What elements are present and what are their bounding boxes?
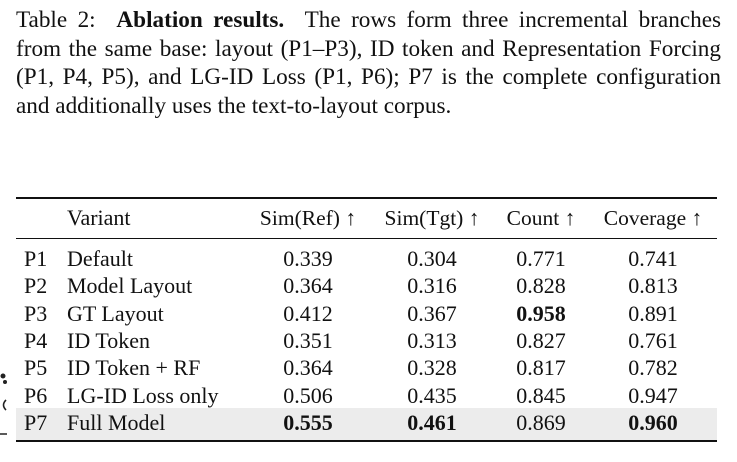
header-count: Count ↑	[506, 206, 576, 230]
cell-sim-tgt: 0.328	[407, 355, 457, 381]
cell-count: 0.958	[516, 300, 566, 326]
cell-id: P3	[24, 300, 48, 326]
cell-sim-ref: 0.364	[283, 355, 333, 381]
cell-variant: ID Token + RF	[67, 355, 201, 381]
table-bottom-rule	[16, 440, 717, 442]
cell-sim-tgt: 0.316	[407, 273, 457, 299]
cell-sim-ref: 0.351	[283, 327, 333, 353]
cell-count: 0.827	[516, 327, 566, 353]
cell-sim-ref: 0.364	[283, 273, 333, 299]
header-coverage: Coverage ↑	[603, 206, 703, 230]
cell-count: 0.817	[516, 355, 566, 381]
table-title: Ablation results.	[116, 7, 285, 33]
cell-id: P2	[24, 273, 48, 299]
header-sim-ref: Sim(Ref) ↑	[259, 206, 357, 230]
cell-count: 0.869	[516, 409, 566, 435]
cell-sim-tgt: 0.313	[407, 327, 457, 353]
cell-count: 0.771	[516, 246, 566, 271]
cell-sim-ref: 0.555	[283, 409, 333, 435]
cell-sim-ref: 0.412	[283, 300, 333, 326]
cell-variant: ID Token	[67, 327, 150, 353]
cell-coverage: 0.947	[628, 382, 678, 408]
cell-sim-tgt: 0.367	[407, 300, 457, 326]
cell-coverage: 0.891	[628, 300, 678, 326]
cell-variant: Model Layout	[67, 273, 193, 299]
caption-text: The rows form three incremental branches…	[16, 7, 722, 119]
cell-coverage: 0.960	[628, 409, 678, 435]
cell-sim-tgt: 0.435	[407, 382, 457, 408]
cell-variant: Full Model	[67, 409, 166, 435]
cell-id: P5	[24, 355, 48, 381]
table-top-rule	[16, 197, 717, 199]
cell-sim-ref: 0.339	[283, 246, 333, 271]
header-sim-tgt: Sim(Tgt) ↑	[384, 206, 480, 230]
header-variant: Variant	[67, 205, 131, 230]
cell-count: 0.845	[516, 382, 566, 408]
table-header-rule	[16, 238, 717, 239]
cell-variant: LG-ID Loss only	[67, 382, 219, 408]
cell-id: P4	[24, 327, 48, 353]
cell-coverage: 0.782	[628, 355, 678, 381]
cropped-edge-marks	[0, 373, 7, 435]
cell-variant: Default	[67, 246, 133, 271]
cell-id: P1	[24, 246, 48, 271]
cell-count: 0.828	[516, 273, 566, 299]
cell-sim-ref: 0.506	[283, 382, 333, 408]
cell-coverage: 0.761	[628, 327, 678, 353]
cell-sim-tgt: 0.461	[407, 409, 457, 435]
cell-sim-tgt: 0.304	[407, 246, 457, 271]
cell-variant: GT Layout	[67, 300, 164, 326]
highlighted-row-background	[16, 408, 717, 440]
cell-id: P6	[24, 382, 48, 408]
table-caption: Table 2: Ablation results. The rows form…	[16, 6, 721, 120]
table-label: Table 2:	[16, 7, 96, 33]
cell-coverage: 0.813	[628, 273, 678, 299]
cell-id: P7	[24, 409, 48, 435]
cell-coverage: 0.741	[628, 246, 678, 271]
